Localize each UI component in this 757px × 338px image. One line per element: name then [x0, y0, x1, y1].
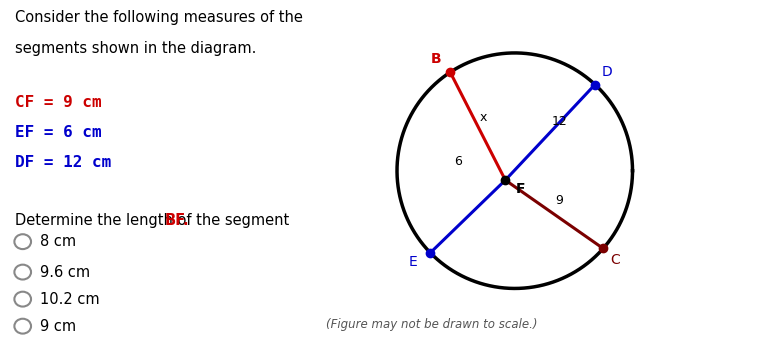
Text: EF = 6 cm: EF = 6 cm [15, 125, 101, 140]
Text: DF = 12 cm: DF = 12 cm [15, 155, 111, 170]
Text: Determine the length of the segment: Determine the length of the segment [15, 213, 294, 228]
Text: segments shown in the diagram.: segments shown in the diagram. [15, 41, 257, 55]
Text: 9: 9 [556, 194, 563, 207]
Text: D: D [601, 65, 612, 79]
Text: C: C [610, 253, 620, 267]
Text: (Figure may not be drawn to scale.): (Figure may not be drawn to scale.) [326, 318, 537, 331]
Text: 8 cm: 8 cm [39, 234, 76, 249]
Text: 12: 12 [552, 115, 568, 128]
Text: 9.6 cm: 9.6 cm [39, 265, 90, 280]
Text: BF.: BF. [165, 213, 189, 228]
Text: B: B [431, 52, 441, 66]
Text: 9 cm: 9 cm [39, 319, 76, 334]
Text: 10.2 cm: 10.2 cm [39, 292, 99, 307]
Text: Consider the following measures of the: Consider the following measures of the [15, 10, 303, 25]
Text: CF = 9 cm: CF = 9 cm [15, 95, 101, 110]
Text: E: E [409, 256, 418, 269]
Text: 6: 6 [454, 155, 463, 168]
Text: x: x [479, 111, 487, 124]
Text: F: F [516, 183, 525, 196]
